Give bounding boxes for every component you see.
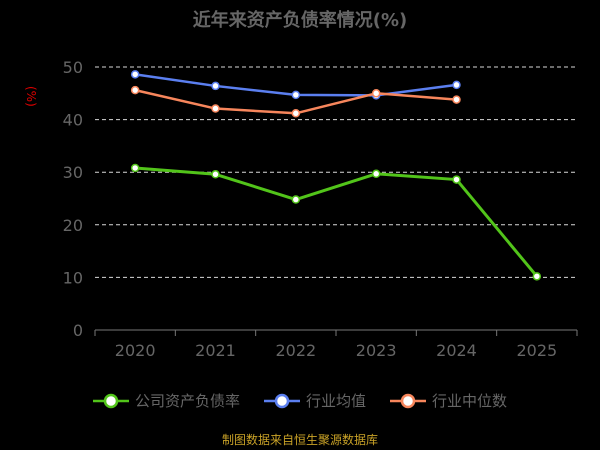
legend: 公司资产负债率 行业均值 行业中位数 (0, 390, 600, 411)
point-2-2023 (371, 89, 381, 98)
series-line-0 (135, 166, 538, 278)
point-0-2023 (371, 169, 381, 179)
x-tick-label-2020: 2020 (115, 341, 156, 360)
x-tick-label-2023: 2023 (356, 341, 397, 360)
series-2 (130, 85, 461, 118)
axes: 0 10 20 30 40 50 2020 2021 2022 2023 2024 2025 (63, 58, 578, 360)
series-lines (130, 70, 542, 281)
point-1-2024 (452, 80, 461, 90)
x-tick-label-2024: 2024 (436, 341, 477, 360)
legend-swatch-industry-median (390, 393, 426, 408)
legend-label-industry-mean: 行业均值 (305, 392, 366, 410)
series-0 (130, 163, 542, 281)
legend-swatch-company (92, 393, 129, 408)
point-1-2022 (291, 90, 301, 100)
point-2-2022 (291, 109, 301, 118)
grid-lines (95, 66, 577, 278)
legend-label-industry-median: 行业中位数 (432, 392, 508, 410)
point-1-2020 (130, 70, 140, 79)
data-source-note: 制图数据来自恒生聚源数据库 (221, 433, 378, 447)
point-0-2024 (452, 175, 461, 184)
point-2-2020 (130, 85, 140, 95)
x-tick-label-2022: 2022 (275, 341, 316, 360)
point-0-2020 (130, 163, 140, 173)
point-1-2021 (211, 81, 220, 91)
y-tick-label-0: 0 (73, 321, 83, 340)
y-tick-label-10: 10 (63, 268, 83, 287)
legend-item-industry-mean[interactable]: 行业均值 (263, 390, 366, 411)
y-tick-label-30: 30 (63, 163, 83, 182)
point-2-2024 (452, 95, 461, 104)
legend-label-company: 公司资产负债率 (134, 392, 240, 410)
point-2-2021 (211, 104, 220, 113)
x-tick-label-2025: 2025 (516, 341, 557, 360)
legend-swatch-industry-mean (263, 393, 300, 408)
point-0-2025 (532, 272, 542, 281)
y-tick-label-50: 50 (63, 58, 83, 77)
y-tick-label-20: 20 (63, 216, 83, 235)
legend-item-company[interactable]: 公司资产负债率 (92, 390, 240, 411)
x-tick-label-2021: 2021 (195, 341, 236, 360)
chart-title: 近年来资产负债率情况(%) (192, 10, 408, 31)
point-0-2021 (211, 170, 220, 179)
legend-item-industry-median[interactable]: 行业中位数 (390, 390, 507, 411)
series-1 (130, 70, 461, 100)
y-tick-label-40: 40 (63, 111, 83, 130)
point-0-2022 (291, 195, 301, 204)
